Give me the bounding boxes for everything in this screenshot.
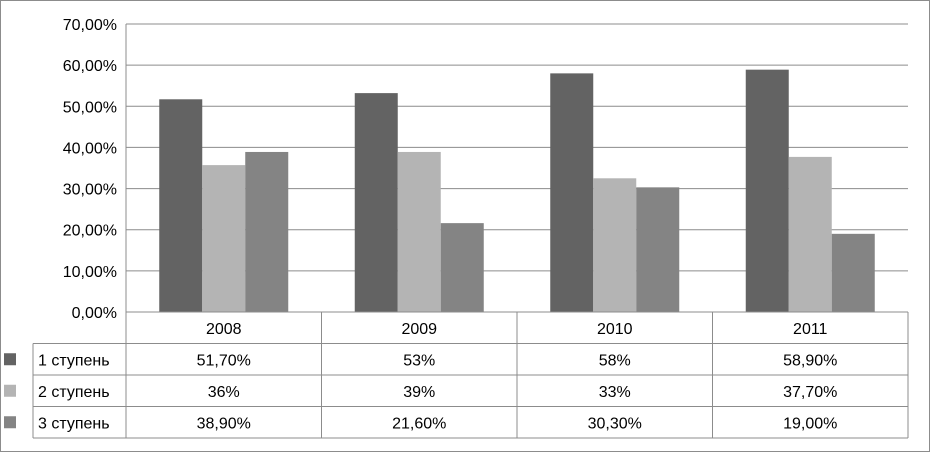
bar — [745, 69, 789, 312]
data-label: 33% — [599, 384, 631, 401]
y-tick-label: 70,00% — [63, 17, 117, 34]
data-label: 58,90% — [783, 352, 837, 369]
bar — [354, 93, 398, 313]
data-label: 58% — [599, 352, 631, 369]
y-tick-label: 0,00% — [72, 305, 117, 322]
bar — [788, 156, 832, 312]
bar — [159, 99, 203, 312]
bar — [593, 178, 637, 312]
series-name: 1 ступень — [38, 352, 110, 369]
bar — [397, 151, 441, 312]
x-category-label: 2009 — [401, 321, 437, 338]
data-table: 2008 2009 2010 2011 1 ступень 51,70% 53% 58% 58,… — [4, 311, 909, 439]
legend-key — [4, 384, 16, 397]
x-category-label: 2008 — [206, 321, 242, 338]
y-tick-label: 50,00% — [63, 99, 117, 116]
data-label: 37,70% — [783, 384, 837, 401]
y-tick-label: 20,00% — [63, 223, 117, 240]
x-category-label: 2011 — [793, 321, 828, 338]
bar — [550, 73, 594, 312]
data-label: 21,60% — [392, 415, 446, 432]
data-label: 30,30% — [588, 415, 642, 432]
bars — [159, 69, 875, 313]
data-label: 39% — [403, 384, 435, 401]
y-tick-label: 40,00% — [63, 140, 117, 157]
x-category-label: 2010 — [597, 321, 633, 338]
bar — [440, 223, 484, 312]
series-name: 3 ступень — [38, 415, 110, 432]
bar — [245, 151, 289, 312]
y-axis-tick-labels: 0,00% 10,00% 20,00% 30,00% 40,00% 50,00% 60,00… — [63, 17, 117, 322]
data-label: 38,90% — [197, 415, 251, 432]
y-tick-label: 30,00% — [63, 182, 117, 199]
data-label: 53% — [403, 352, 435, 369]
data-label: 36% — [208, 384, 240, 401]
series-name: 2 ступень — [38, 384, 110, 401]
bar — [636, 187, 680, 312]
legend-key — [4, 416, 16, 429]
legend-key — [4, 353, 16, 366]
y-tick-label: 60,00% — [63, 58, 117, 75]
data-label: 51,70% — [197, 352, 251, 369]
bar — [831, 233, 875, 312]
data-label: 19,00% — [783, 415, 837, 432]
y-tick-label: 10,00% — [63, 264, 117, 281]
bar — [202, 165, 246, 312]
